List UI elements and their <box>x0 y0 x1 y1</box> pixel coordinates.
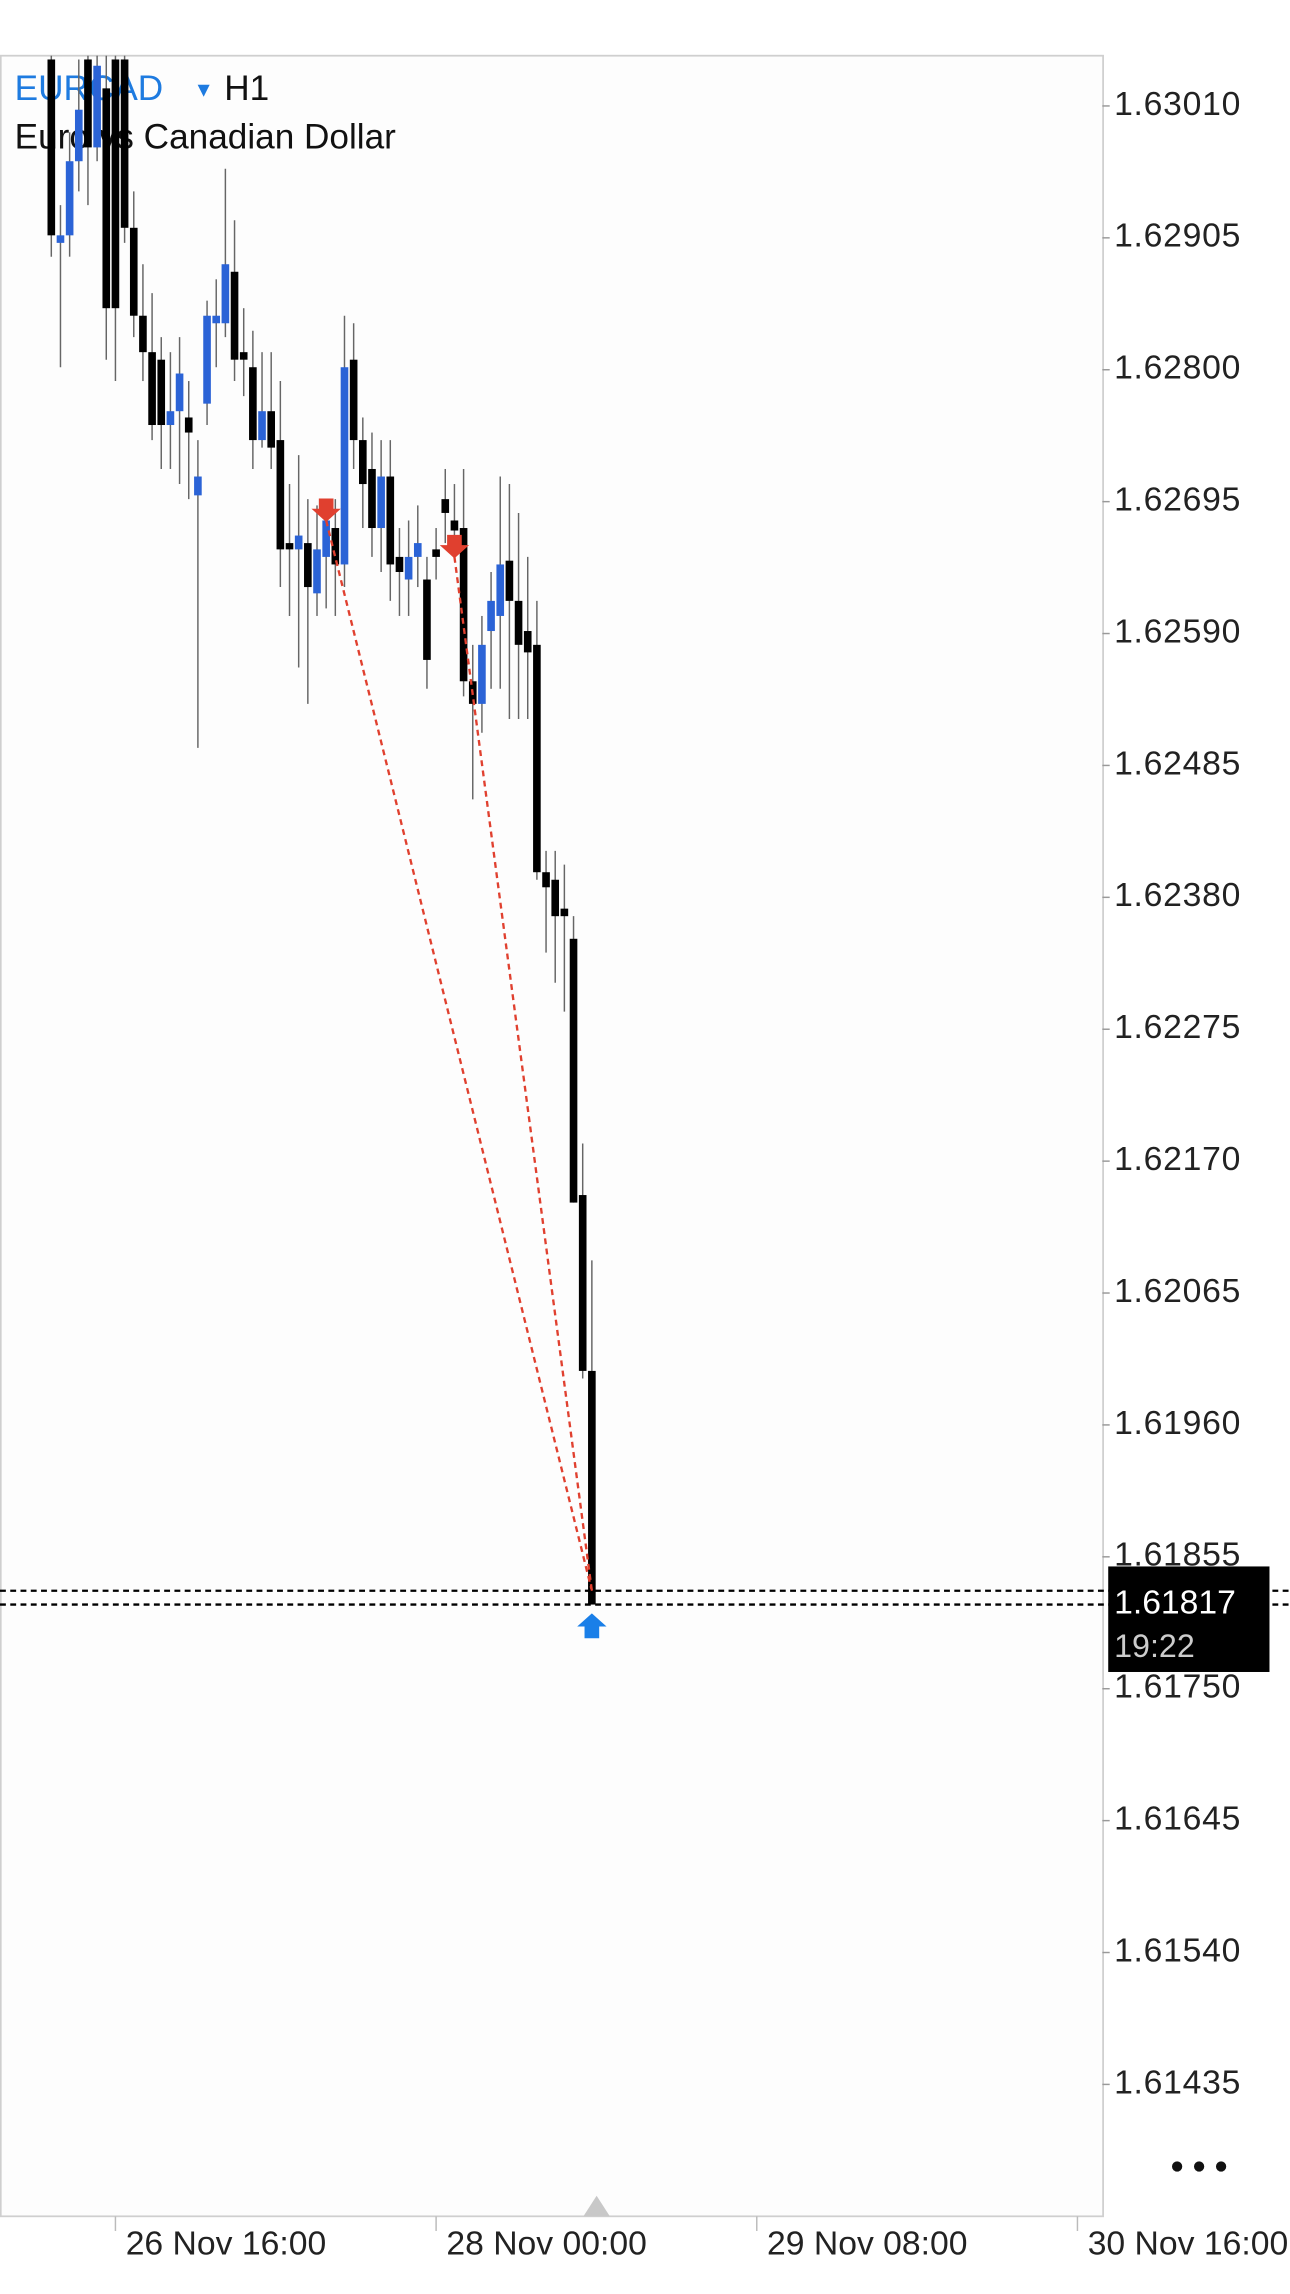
candle-body <box>331 528 340 565</box>
y-tick-label: 1.62800 <box>1114 349 1241 387</box>
x-tick-label: 26 Nov 16:00 <box>126 2225 327 2263</box>
candle-body <box>459 528 468 682</box>
candle-body <box>47 59 56 236</box>
candle-body <box>588 1370 596 1605</box>
candle-body <box>111 59 120 309</box>
dot <box>1193 2161 1205 2172</box>
candle-body <box>157 359 166 426</box>
current-price-box <box>1108 1566 1270 1672</box>
candle-body <box>258 411 266 441</box>
candle-body <box>340 367 349 565</box>
subtitle: Euro vs Canadian Dollar <box>15 118 397 157</box>
candle-body <box>377 476 385 529</box>
candle-body <box>194 476 202 496</box>
candle-body <box>313 549 321 594</box>
candle-body <box>203 315 211 404</box>
candle-body <box>505 560 514 601</box>
candle-body <box>175 373 184 412</box>
candles <box>47 55 596 1605</box>
y-tick-label: 1.62485 <box>1114 744 1241 782</box>
scroll-marker[interactable] <box>583 2195 610 2217</box>
candle-body <box>139 315 147 353</box>
candle-body <box>487 600 495 632</box>
candle-body <box>386 476 395 565</box>
y-tick-label: 1.62905 <box>1114 217 1241 255</box>
candle-body <box>349 359 358 441</box>
candle-body <box>523 631 532 653</box>
more-menu[interactable] <box>1171 2161 1227 2172</box>
candle-body <box>65 161 74 236</box>
candle-body <box>478 644 486 704</box>
current-price-label: 1.61817 <box>1114 1583 1236 1621</box>
y-tick-label: 1.61435 <box>1114 2063 1241 2101</box>
candle-body <box>514 600 523 645</box>
candle-body <box>432 549 440 557</box>
x-tick-label: 30 Nov 16:00 <box>1088 2225 1289 2263</box>
candle-body <box>221 264 230 324</box>
candle-body <box>551 879 560 917</box>
candle-body <box>304 543 312 588</box>
y-tick-label: 1.62170 <box>1114 1140 1241 1178</box>
candle-body <box>276 440 285 550</box>
y-tick-label: 1.62695 <box>1114 481 1241 519</box>
candle-body <box>322 520 330 557</box>
candle-body <box>102 88 111 309</box>
candle-body <box>120 59 129 228</box>
candle-body <box>56 235 65 243</box>
candle-body <box>239 352 248 360</box>
trade-line <box>325 520 593 1592</box>
y-tick-label: 1.61645 <box>1114 1800 1241 1838</box>
candle-body <box>542 872 550 888</box>
y-tick-label: 1.62065 <box>1114 1272 1241 1310</box>
x-tick-label: 28 Nov 00:00 <box>446 2225 647 2263</box>
candle-body <box>404 556 413 580</box>
symbol-dropdown[interactable]: ▼ <box>194 78 214 101</box>
y-tick-label: 1.61540 <box>1114 1931 1241 1969</box>
candle-body <box>129 227 138 316</box>
y-tick-label: 1.61960 <box>1114 1404 1241 1442</box>
candle-body <box>184 417 193 433</box>
candle-body <box>249 367 257 441</box>
y-tick-label: 1.61750 <box>1114 1668 1241 1706</box>
y-tick-label: 1.62380 <box>1114 876 1241 914</box>
y-tick-label: 1.62275 <box>1114 1008 1241 1046</box>
plot-area <box>0 54 1104 2218</box>
candle-body <box>496 564 505 616</box>
candle-body <box>84 59 92 148</box>
candle-body <box>359 440 367 485</box>
candle-body <box>450 520 459 531</box>
candle-body <box>285 543 294 550</box>
candle-body <box>423 579 431 660</box>
y-tick-label: 1.62590 <box>1114 612 1241 650</box>
candle-body <box>578 1195 587 1371</box>
dot <box>1215 2161 1227 2172</box>
candle-body <box>368 468 376 529</box>
y-tick-label: 1.63010 <box>1114 85 1241 123</box>
candle-body <box>93 65 101 148</box>
candle-body <box>212 315 221 324</box>
candle-body <box>230 271 239 360</box>
timeframe[interactable]: H1 <box>224 69 269 108</box>
candle-body <box>267 411 276 448</box>
candle-body <box>166 411 175 426</box>
candle-body <box>74 109 83 162</box>
candle-body <box>569 938 578 1203</box>
candle-body <box>148 352 156 426</box>
candle-body <box>395 556 404 572</box>
candle-body <box>441 499 450 513</box>
sell-arrow <box>439 534 470 559</box>
candle-body <box>560 908 569 917</box>
candle-body <box>533 644 541 873</box>
x-tick-label: 29 Nov 08:00 <box>767 2225 968 2263</box>
candle-body <box>413 543 422 557</box>
dot <box>1171 2161 1183 2172</box>
timer-label: 19:22 <box>1114 1628 1195 1664</box>
candle-body <box>294 535 303 550</box>
